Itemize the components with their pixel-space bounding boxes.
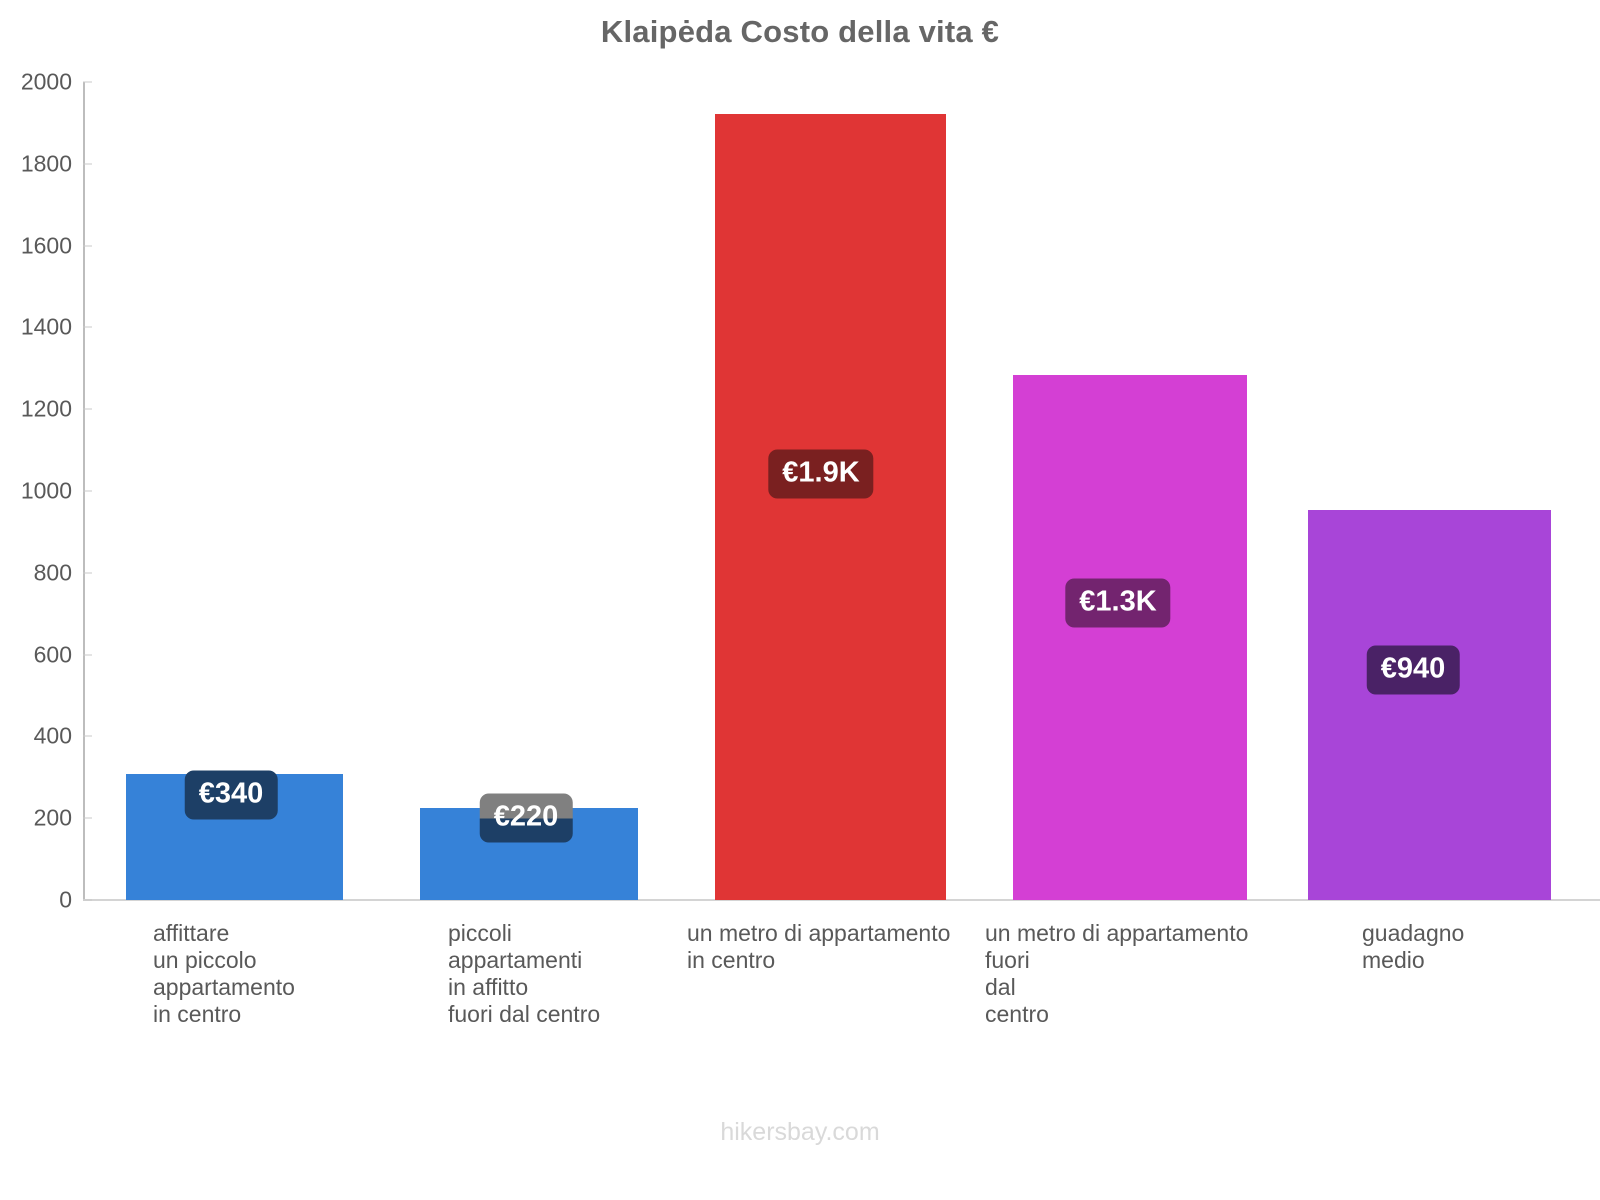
y-axis-tick-label: 1400 <box>20 313 72 340</box>
y-axis-tick-label: 400 <box>33 722 72 749</box>
y-axis-tick-label: 2000 <box>20 68 72 95</box>
y-axis-tick-label: 1200 <box>20 395 72 422</box>
y-axis-tick-mark <box>83 163 92 165</box>
y-axis-tick-mark <box>83 735 92 737</box>
y-axis-tick-mark <box>83 326 92 328</box>
y-axis-tick-mark <box>83 899 92 901</box>
source-credit: hikersbay.com <box>720 1118 880 1146</box>
y-axis-tick-mark <box>83 245 92 247</box>
y-axis-tick-label: 600 <box>33 641 72 668</box>
bar[interactable] <box>1013 375 1247 900</box>
chart-title: Klaipėda Costo della vita € <box>600 14 1000 49</box>
bar-value-label: €340 <box>184 770 278 820</box>
x-axis-category-label: piccoli appartamenti in affitto fuori da… <box>448 920 601 1027</box>
y-axis-tick-mark <box>83 408 92 410</box>
bar-value-label: €220 <box>479 793 573 843</box>
y-axis-tick-label: 1000 <box>20 477 72 504</box>
bar-value-label: €1.9K <box>768 449 874 499</box>
x-axis-category-label: un metro di appartamento in centro <box>687 920 951 973</box>
y-axis-tick-label: 800 <box>33 559 72 586</box>
x-axis-category-label: un metro di appartamento fuori dal centr… <box>985 920 1249 1027</box>
bar[interactable] <box>1308 510 1551 900</box>
y-axis-tick-mark <box>83 817 92 819</box>
y-axis-tick-mark <box>83 654 92 656</box>
y-axis-tick-mark <box>83 490 92 492</box>
y-axis-tick-mark <box>83 572 92 574</box>
y-axis-tick-label: 1600 <box>20 232 72 259</box>
bar[interactable] <box>715 114 946 900</box>
x-axis-category-label: guadagno medio <box>1362 920 1465 973</box>
x-axis-category-label: affittare un piccolo appartamento in cen… <box>153 920 295 1027</box>
y-axis-tick-mark <box>83 81 92 83</box>
bar-value-label: €1.3K <box>1065 578 1171 628</box>
x-axis-line <box>83 899 1600 901</box>
y-axis-tick-label: 200 <box>33 804 72 831</box>
y-axis-tick-label: 1800 <box>20 150 72 177</box>
bar-value-label: €940 <box>1366 645 1460 695</box>
y-axis-tick-label: 0 <box>59 886 72 913</box>
